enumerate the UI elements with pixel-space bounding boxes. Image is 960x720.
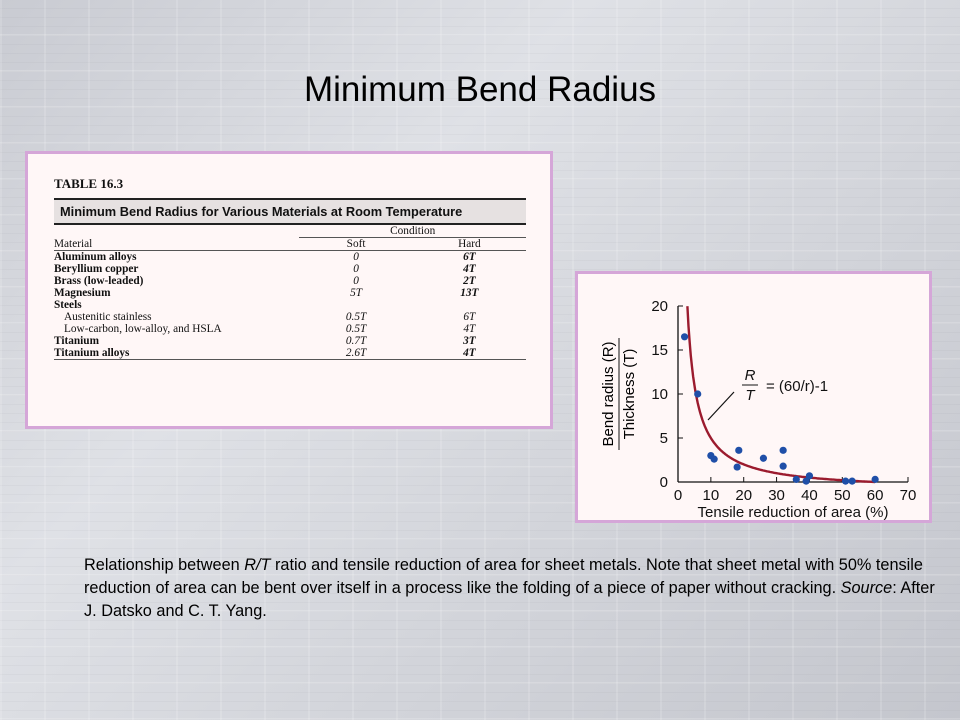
y-axis-label-top: Bend radius (R) (600, 341, 617, 446)
data-point (735, 446, 743, 454)
data-point (694, 390, 702, 398)
table-cell-soft: 0.5T (345, 323, 367, 335)
table-cell-soft: 0.5T (345, 311, 367, 323)
table-cell-material: Steels (54, 299, 82, 311)
curve-label-denominator: T (745, 387, 756, 404)
table-end-rule (54, 359, 526, 372)
table-cell-hard: 4T (463, 263, 476, 275)
data-point (805, 472, 814, 480)
curve-label-formula: = (60/r)-1 (766, 378, 828, 395)
data-point (802, 477, 810, 485)
table-row: Brass (low-leaded) 0 2T (54, 275, 526, 287)
y-tick-label: 5 (660, 430, 668, 447)
data-point (733, 463, 741, 471)
table-row: Austenitic stainless 0.5T 6T (54, 311, 526, 323)
slide-title: Minimum Bend Radius (303, 70, 657, 109)
data-point (710, 455, 718, 463)
data-point (779, 462, 787, 470)
table-cell-material: Magnesium (54, 287, 111, 299)
table-cell-hard (413, 299, 526, 311)
x-tick-label: 10 (703, 487, 720, 504)
table-cell-soft: 0 (353, 263, 359, 275)
table-row: Titanium alloys 2.6T 4T (54, 347, 526, 360)
table-row: Magnesium 5T 13T (54, 287, 526, 299)
caption-part-italic: R/T (244, 556, 271, 574)
x-tick-label: 30 (768, 487, 785, 504)
fit-curve (686, 306, 876, 484)
table-row: Beryllium copper 0 4T (54, 263, 526, 275)
table-caption: Minimum Bend Radius for Various Material… (54, 198, 526, 225)
caption-part: Relationship between (84, 556, 245, 574)
table-cell-hard: 4T (463, 347, 476, 359)
table-cell-soft: 0 (353, 275, 359, 287)
table-cell-soft: 5T (350, 287, 363, 299)
table-cell-hard: 2T (463, 275, 476, 287)
x-tick-label: 50 (834, 487, 851, 504)
table-cell-hard: 4T (463, 323, 476, 335)
y-tick-label: 20 (651, 298, 668, 315)
table-cell-material: Austenitic stainless (64, 311, 152, 323)
chart-figure: 0 10 20 30 40 50 60 70 0 5 10 15 20 Tensile reduction… (575, 271, 932, 523)
x-tick-label: 70 (900, 487, 917, 504)
curve-label-leader (707, 391, 735, 421)
x-tick-label: 60 (867, 487, 884, 504)
condition-header: Condition (299, 225, 526, 238)
y-axis-label-bottom: Thickness (T) (621, 349, 638, 440)
materials-table: Condition Material Soft Hard Aluminum al… (54, 225, 526, 372)
y-tick-label: 15 (651, 342, 668, 359)
table-row: Low-carbon, low-alloy, and HSLA 0.5T 4T (54, 323, 526, 335)
figure-caption: Relationship between R/T ratio and tensi… (84, 554, 944, 623)
curve-label-numerator: R (745, 367, 756, 384)
y-tick-label: 0 (660, 474, 668, 491)
caption-source-label: Source (840, 579, 893, 597)
column-header-material: Material (54, 237, 300, 251)
column-header-soft: Soft (299, 237, 413, 251)
table-cell-material: Low-carbon, low-alloy, and HSLA (64, 323, 222, 335)
table-cell-hard: 3T (463, 335, 476, 347)
y-axis-label: Bend radius (R) Thickness (T) (600, 338, 638, 450)
table-cell-material: Titanium (54, 335, 99, 347)
x-tick-label: 40 (801, 487, 818, 504)
column-header-hard: Hard (412, 237, 526, 251)
data-point (841, 477, 850, 485)
table-cell-material: Titanium alloys (54, 347, 130, 359)
table-cell-material: Brass (low-leaded) (54, 275, 144, 287)
data-point (779, 446, 787, 454)
data-point (871, 475, 879, 483)
table-cell-hard: 6T (463, 251, 476, 263)
table-cell-hard: 13T (460, 287, 479, 299)
table-label: TABLE 16.3 (54, 176, 124, 191)
table-row: Titanium 0.7T 3T (54, 335, 526, 347)
caption-part: ratio and tensile reduction of area for … (84, 556, 923, 597)
table-cell-material: Aluminum alloys (54, 251, 137, 263)
y-tick-label: 10 (651, 386, 668, 403)
caption-source: : After J. Datsko and C. T. Yang. (84, 579, 935, 620)
data-point (848, 477, 856, 485)
data-point (792, 475, 800, 483)
x-tick-label: 20 (735, 487, 752, 504)
table-cell-soft (299, 299, 412, 311)
data-point (759, 454, 768, 462)
table-cell-soft: 0 (353, 251, 359, 263)
x-tick-label: 0 (674, 487, 682, 504)
table-cell-material: Beryllium copper (54, 263, 139, 275)
table-cell-soft: 0.7T (345, 335, 367, 347)
x-axis-label: Tensile reduction of area (%) (698, 504, 889, 520)
data-point (680, 333, 689, 341)
table-row: Steels (54, 299, 526, 311)
table-figure: TABLE 16.3 Minimum Bend Radius for Vario… (25, 151, 553, 429)
table-row: Aluminum alloys 0 6T (54, 251, 526, 264)
table-cell-hard: 6T (463, 311, 476, 323)
table-cell-soft: 2.6T (345, 347, 367, 359)
